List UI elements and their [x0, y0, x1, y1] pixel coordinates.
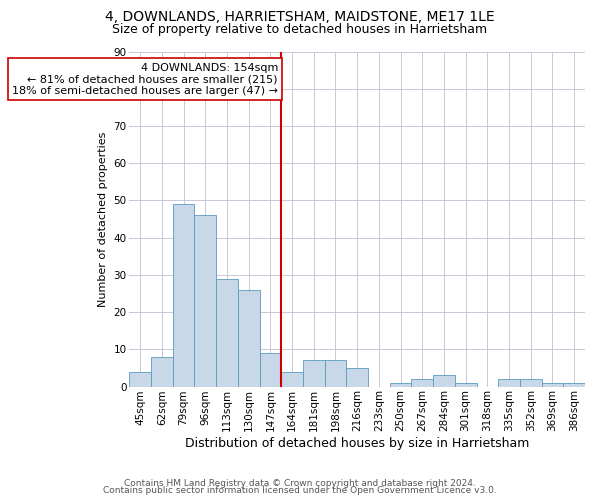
Bar	[194, 216, 216, 386]
Bar	[498, 379, 520, 386]
Y-axis label: Number of detached properties: Number of detached properties	[98, 132, 108, 306]
Bar	[563, 383, 585, 386]
Bar	[130, 372, 151, 386]
Bar	[173, 204, 194, 386]
Bar	[390, 383, 412, 386]
Bar	[281, 372, 303, 386]
Bar	[238, 290, 260, 386]
Bar	[412, 379, 433, 386]
Bar	[303, 360, 325, 386]
Bar	[455, 383, 476, 386]
Text: Contains HM Land Registry data © Crown copyright and database right 2024.: Contains HM Land Registry data © Crown c…	[124, 478, 476, 488]
Bar	[433, 376, 455, 386]
Bar	[542, 383, 563, 386]
Bar	[151, 357, 173, 386]
Bar	[325, 360, 346, 386]
Text: Contains public sector information licensed under the Open Government Licence v3: Contains public sector information licen…	[103, 486, 497, 495]
Text: 4, DOWNLANDS, HARRIETSHAM, MAIDSTONE, ME17 1LE: 4, DOWNLANDS, HARRIETSHAM, MAIDSTONE, ME…	[105, 10, 495, 24]
Text: Size of property relative to detached houses in Harrietsham: Size of property relative to detached ho…	[112, 22, 488, 36]
Bar	[216, 278, 238, 386]
X-axis label: Distribution of detached houses by size in Harrietsham: Distribution of detached houses by size …	[185, 437, 529, 450]
Bar	[346, 368, 368, 386]
Text: 4 DOWNLANDS: 154sqm
← 81% of detached houses are smaller (215)
18% of semi-detac: 4 DOWNLANDS: 154sqm ← 81% of detached ho…	[12, 62, 278, 96]
Bar	[260, 353, 281, 386]
Bar	[520, 379, 542, 386]
